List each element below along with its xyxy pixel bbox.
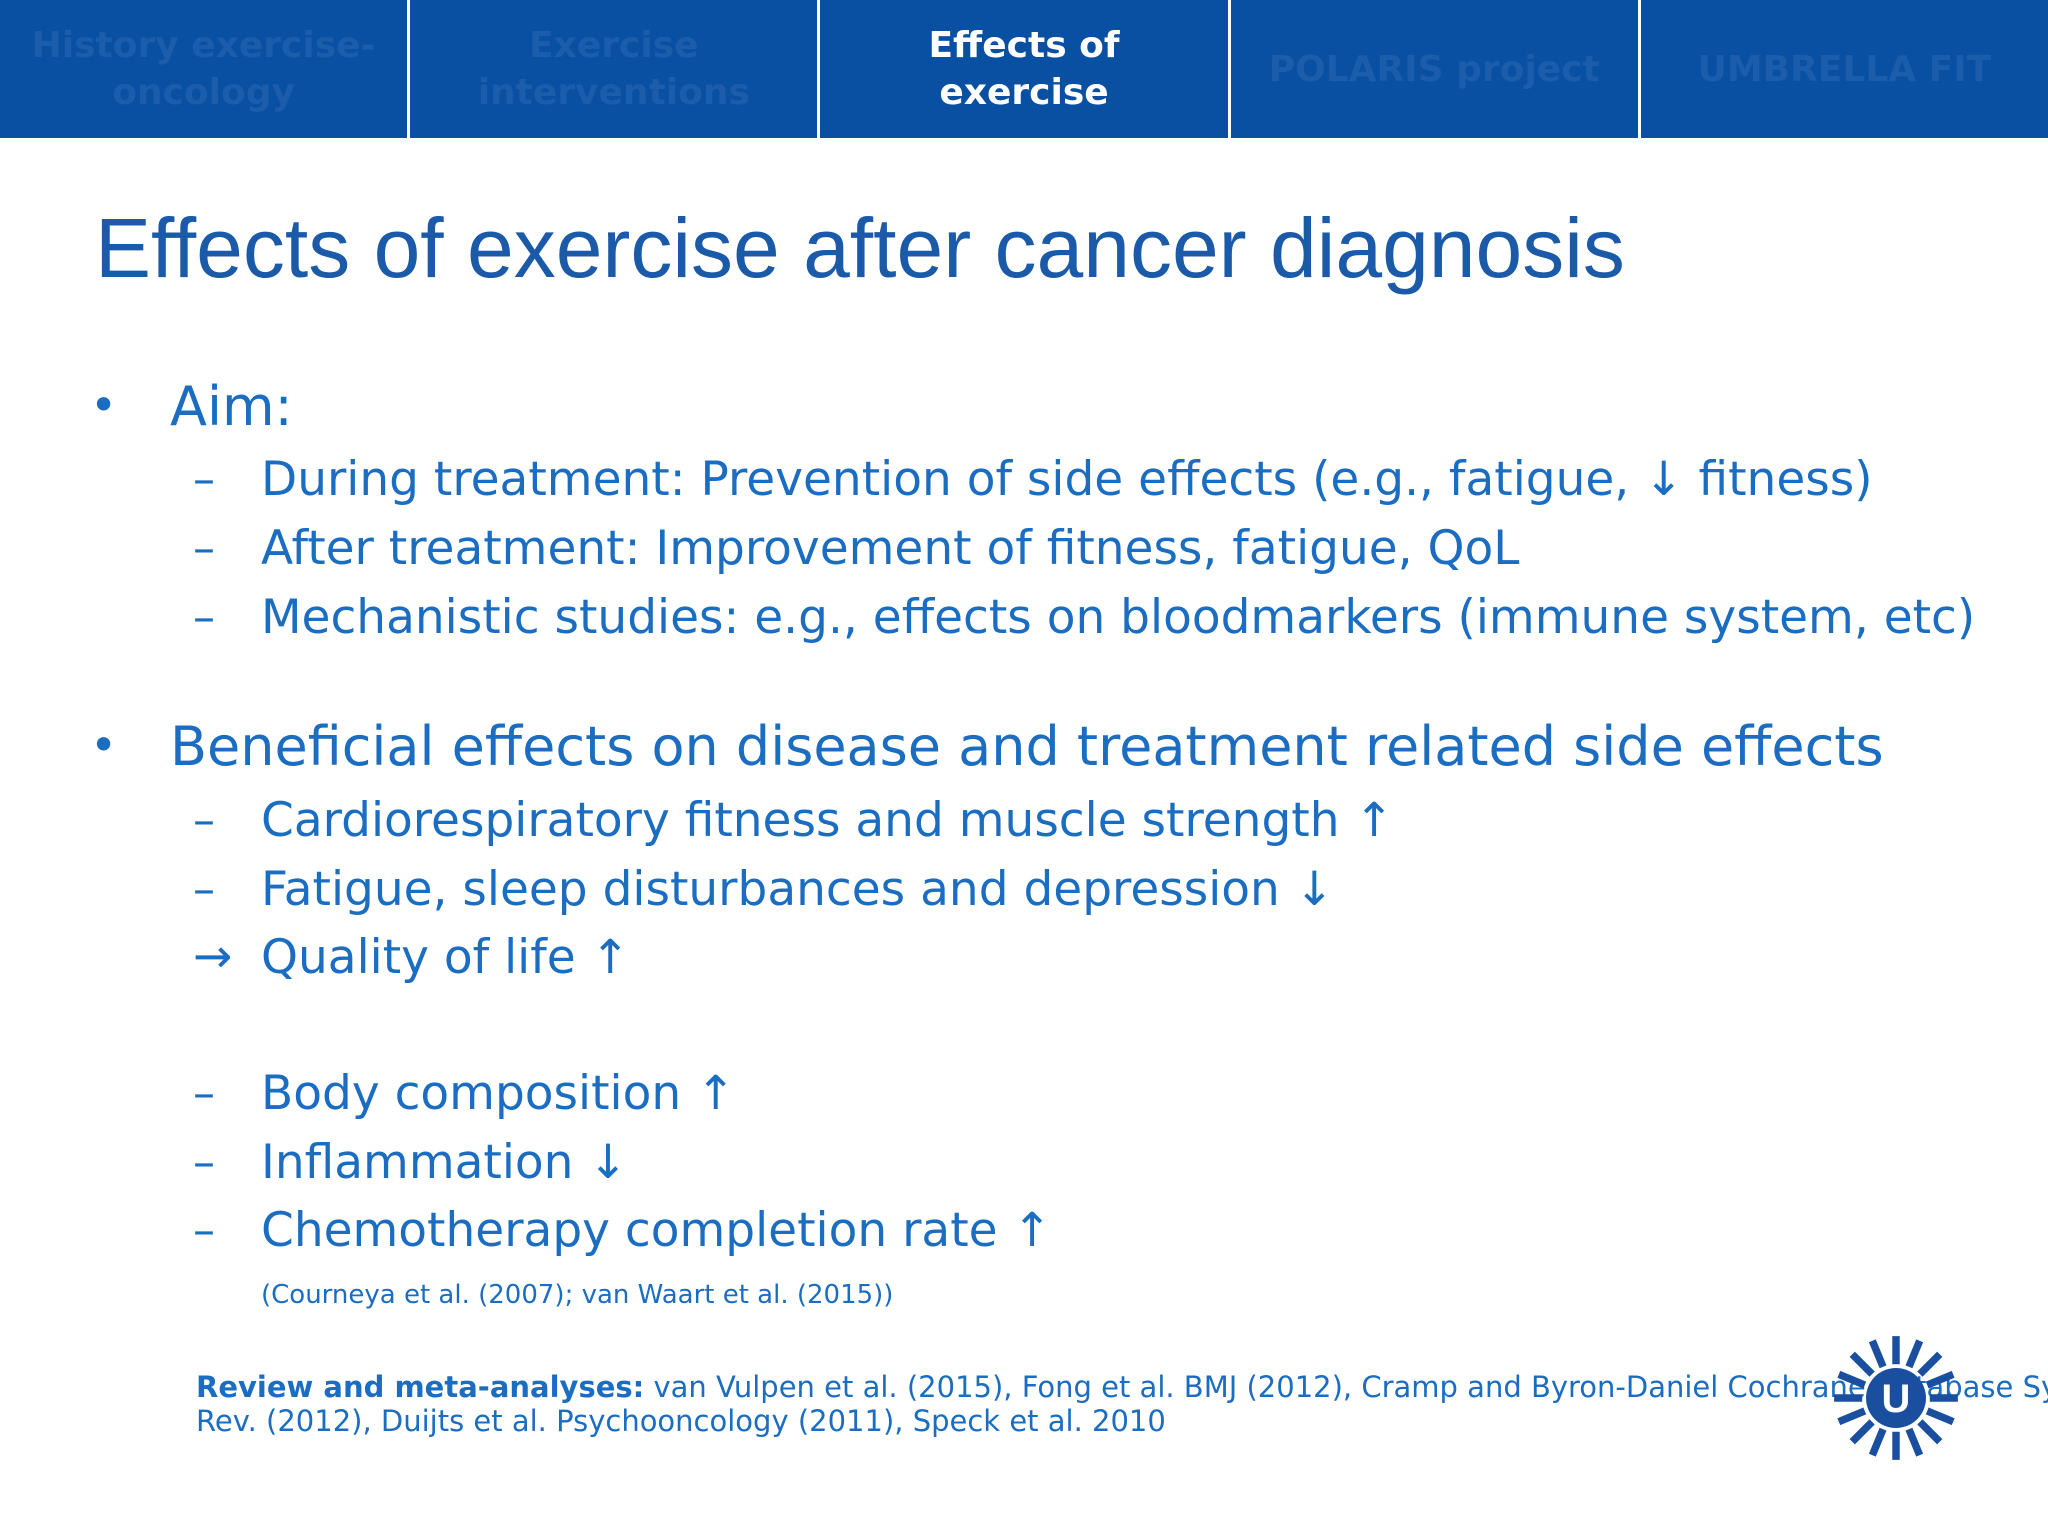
up-arrow-icon: ↑ <box>1012 1203 1052 1258</box>
dash-icon: – <box>193 1205 215 1256</box>
dash-icon: – <box>193 864 215 915</box>
logo-ray <box>1905 1427 1924 1457</box>
citation: (Courneya et al. (2007); van Waart et al… <box>261 1280 894 1310</box>
down-arrow-icon: ↓ <box>1294 862 1335 917</box>
logo-ray <box>1868 1339 1887 1369</box>
tab-umbrella-fit[interactable]: UMBRELLA FIT <box>1640 0 2048 138</box>
logo-letter: U <box>1882 1377 1911 1421</box>
dash-icon: – <box>193 1137 215 1188</box>
logo-ray <box>1849 1351 1875 1377</box>
up-arrow-icon: ↑ <box>590 930 631 985</box>
aim-item-mechanistic: Mechanistic studies: e.g., effects on bl… <box>261 590 1976 645</box>
effect-item-inflammation: Inflammation ↓ <box>261 1135 628 1190</box>
effect-conclusion-quality-of-life: Quality of life ↑ <box>261 930 631 985</box>
logo-ray <box>1929 1394 1958 1402</box>
logo-ray <box>1868 1427 1887 1457</box>
logo-ray <box>1834 1394 1863 1402</box>
logo-ray <box>1892 1431 1900 1460</box>
aim-item-after-treatment: After treatment: Improvement of fitness,… <box>261 521 1520 576</box>
down-arrow-icon: ↓ <box>588 1135 628 1190</box>
dash-icon: – <box>193 1068 215 1119</box>
logo-ray <box>1917 1351 1943 1377</box>
effect-item-chemotherapy: Chemotherapy completion rate ↑ <box>261 1203 1052 1258</box>
effect-item-fatigue: Fatigue, sleep disturbances and depressi… <box>261 862 1335 917</box>
tab-label: History exercise-oncology <box>31 25 376 113</box>
slide-title: Effects of exercise after cancer diagnos… <box>95 201 1625 295</box>
bullet-aim: Aim: <box>170 375 293 438</box>
references: Review and meta-analyses: van Vulpen et … <box>196 1370 2048 1438</box>
dash-icon: – <box>193 592 215 643</box>
logo-ray <box>1849 1419 1875 1445</box>
dash-icon: – <box>193 795 215 846</box>
logo-ray <box>1925 1407 1955 1426</box>
tab-history-exercise-oncology[interactable]: History exercise-oncology <box>0 0 408 138</box>
logo-ray <box>1925 1370 1955 1389</box>
tab-label: Exercise interventions <box>477 25 750 113</box>
tab-label: Effects of exercise <box>928 25 1120 113</box>
logo-ray <box>1917 1419 1943 1445</box>
effect-item-body-composition: Body composition ↑ <box>261 1066 736 1121</box>
logo-ray <box>1837 1407 1867 1426</box>
right-arrow-icon: → <box>193 929 233 984</box>
bullet-beneficial-effects: Beneficial effects on disease and treatm… <box>170 715 1884 778</box>
tab-label: POLARIS project <box>1268 48 1600 90</box>
up-arrow-icon: ↑ <box>1354 793 1394 848</box>
bullet-dot-icon: • <box>90 378 118 432</box>
logo-ray <box>1892 1336 1900 1365</box>
tab-polaris-project[interactable]: POLARIS project <box>1230 0 1638 138</box>
logo-ray <box>1837 1370 1867 1389</box>
tab-label: UMBRELLA FIT <box>1697 48 1992 90</box>
section-nav: History exercise-oncology Exercise interv… <box>0 0 2048 138</box>
references-label: Review and meta-analyses: <box>196 1370 645 1404</box>
aim-item-during-treatment: During treatment: Prevention of side eff… <box>261 452 1873 507</box>
dash-icon: – <box>193 523 215 574</box>
university-sun-logo-icon: U <box>1834 1336 1958 1460</box>
tab-effects-of-exercise[interactable]: Effects of exercise <box>820 0 1228 138</box>
tab-exercise-interventions[interactable]: Exercise interventions <box>410 0 818 138</box>
up-arrow-icon: ↑ <box>696 1066 736 1121</box>
dash-icon: – <box>193 454 215 505</box>
logo-ray <box>1905 1339 1924 1369</box>
bullet-dot-icon: • <box>90 718 118 772</box>
effect-item-fitness: Cardiorespiratory fitness and muscle str… <box>261 793 1394 848</box>
